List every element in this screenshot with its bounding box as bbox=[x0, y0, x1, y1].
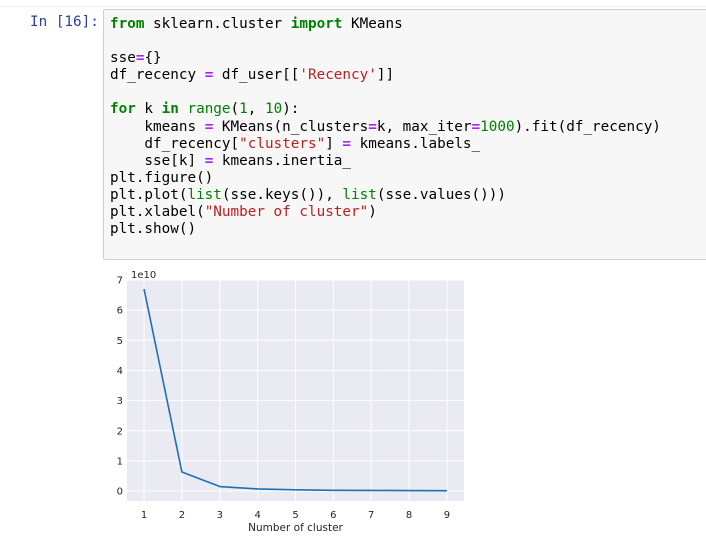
code-token: import bbox=[290, 16, 343, 32]
code-line: kmeans = KMeans(n_clusters=k, max_iter=1… bbox=[110, 118, 661, 136]
cell-output: 1 2 3 4 5 6 7 8 9 0 1 2 3 4 5 6 7 1e10 Number of cluster bbox=[103, 266, 483, 539]
code-token: plt.figure() bbox=[110, 169, 214, 186]
code-token: df_user[[ bbox=[213, 67, 300, 84]
x-tick-label: 4 bbox=[254, 510, 260, 521]
code-token: = bbox=[204, 118, 214, 135]
cell-divider bbox=[0, 6, 706, 7]
code-token: KMeans bbox=[342, 16, 403, 32]
code-token: sse bbox=[110, 50, 136, 67]
code-line: df_recency["clusters"] = kmeans.labels_ bbox=[110, 136, 661, 153]
code-token: (sse.keys()), bbox=[221, 186, 343, 203]
code-token: from bbox=[110, 16, 145, 32]
code-token: ] bbox=[325, 135, 343, 152]
code-token: df_recency bbox=[110, 67, 205, 84]
code-token: = bbox=[342, 135, 352, 152]
code-token: (sse.values())) bbox=[376, 186, 506, 203]
code-line: plt.figure() bbox=[110, 170, 661, 187]
code-token: k bbox=[135, 101, 162, 118]
code-token: k, max_iter bbox=[376, 118, 472, 135]
code-line: plt.xlabel("Number of cluster") bbox=[110, 204, 661, 221]
code-line bbox=[110, 33, 661, 50]
code-token: plt.plot( bbox=[110, 186, 188, 203]
code-line: for k in range(1, 10): bbox=[110, 101, 661, 118]
input-prompt: In [16]: bbox=[30, 14, 99, 30]
code-token: KMeans(n_clusters bbox=[213, 118, 369, 135]
code-token: sse[k] bbox=[110, 152, 205, 169]
y-tick-label: 1 bbox=[117, 456, 123, 467]
code-token: = bbox=[204, 67, 214, 84]
code-token: 'Recency' bbox=[299, 67, 377, 84]
code-token: 1 bbox=[239, 101, 248, 118]
code-token: kmeans.labels_ bbox=[351, 135, 481, 152]
x-tick-label: 1 bbox=[141, 510, 147, 521]
code-token: ( bbox=[230, 101, 240, 118]
code-token: kmeans bbox=[110, 118, 205, 135]
y-tick-label: 4 bbox=[117, 366, 123, 377]
code-token: {} bbox=[144, 50, 162, 67]
code-block[interactable]: from sklearn.cluster import KMeans sse={… bbox=[110, 16, 661, 238]
code-token: = bbox=[204, 152, 214, 169]
x-tick-label: 7 bbox=[368, 510, 374, 521]
code-line: from sklearn.cluster import KMeans bbox=[110, 16, 661, 33]
code-token: 1000 bbox=[480, 118, 515, 135]
series-line bbox=[143, 288, 447, 492]
x-tick-label: 9 bbox=[444, 510, 450, 521]
code-token: ) bbox=[368, 204, 377, 221]
code-token: kmeans.inertia_ bbox=[213, 152, 352, 169]
code-token: for bbox=[110, 101, 136, 118]
code-token: list bbox=[187, 186, 222, 203]
code-line: df_recency = df_user[['Recency']] bbox=[110, 67, 661, 84]
x-tick-label: 6 bbox=[330, 510, 336, 521]
x-tick-label: 8 bbox=[406, 510, 412, 521]
y-offset-text: 1e10 bbox=[131, 270, 156, 281]
code-token: "clusters" bbox=[239, 135, 326, 152]
code-line: sse[k] = kmeans.inertia_ bbox=[110, 153, 661, 170]
code-token: df_recency[ bbox=[110, 135, 240, 152]
y-tick-label: 2 bbox=[117, 426, 123, 437]
code-token: plt.show() bbox=[110, 221, 197, 238]
x-tick-label: 5 bbox=[292, 510, 298, 521]
code-line bbox=[110, 84, 661, 101]
code-token: = bbox=[471, 118, 481, 135]
code-line: sse={} bbox=[110, 50, 661, 67]
code-token: in bbox=[161, 101, 179, 118]
code-token: sklearn.cluster bbox=[144, 16, 291, 32]
code-line: plt.plot(list(sse.keys()), list(sse.valu… bbox=[110, 187, 661, 204]
y-tick-label: 6 bbox=[117, 306, 123, 317]
y-tick-label: 0 bbox=[117, 487, 123, 498]
code-token: "Number of cluster" bbox=[204, 204, 369, 221]
code-token: , bbox=[247, 101, 265, 118]
code-token: range bbox=[187, 101, 231, 118]
x-tick-label: 2 bbox=[179, 510, 185, 521]
code-token: = bbox=[135, 50, 145, 67]
code-token: list bbox=[342, 186, 377, 203]
code-token: 10 bbox=[264, 101, 283, 118]
code-token: ): bbox=[282, 101, 300, 118]
line-chart: 1 2 3 4 5 6 7 8 9 0 1 2 3 4 5 6 7 1e10 Number of cluster bbox=[117, 270, 464, 534]
y-tick-label: 3 bbox=[117, 396, 123, 407]
y-tick-label: 7 bbox=[117, 276, 123, 287]
code-token: ).fit(df_recency) bbox=[514, 118, 661, 135]
code-token: plt.xlabel( bbox=[110, 204, 205, 221]
x-tick-label: 3 bbox=[217, 510, 223, 521]
code-line: plt.show() bbox=[110, 221, 661, 238]
code-token: = bbox=[368, 118, 377, 135]
x-axis-label: Number of cluster bbox=[248, 522, 343, 534]
code-cell-editor[interactable]: from sklearn.cluster import KMeans sse={… bbox=[103, 9, 706, 260]
code-token: ]] bbox=[376, 67, 395, 84]
y-tick-label: 5 bbox=[117, 336, 123, 347]
